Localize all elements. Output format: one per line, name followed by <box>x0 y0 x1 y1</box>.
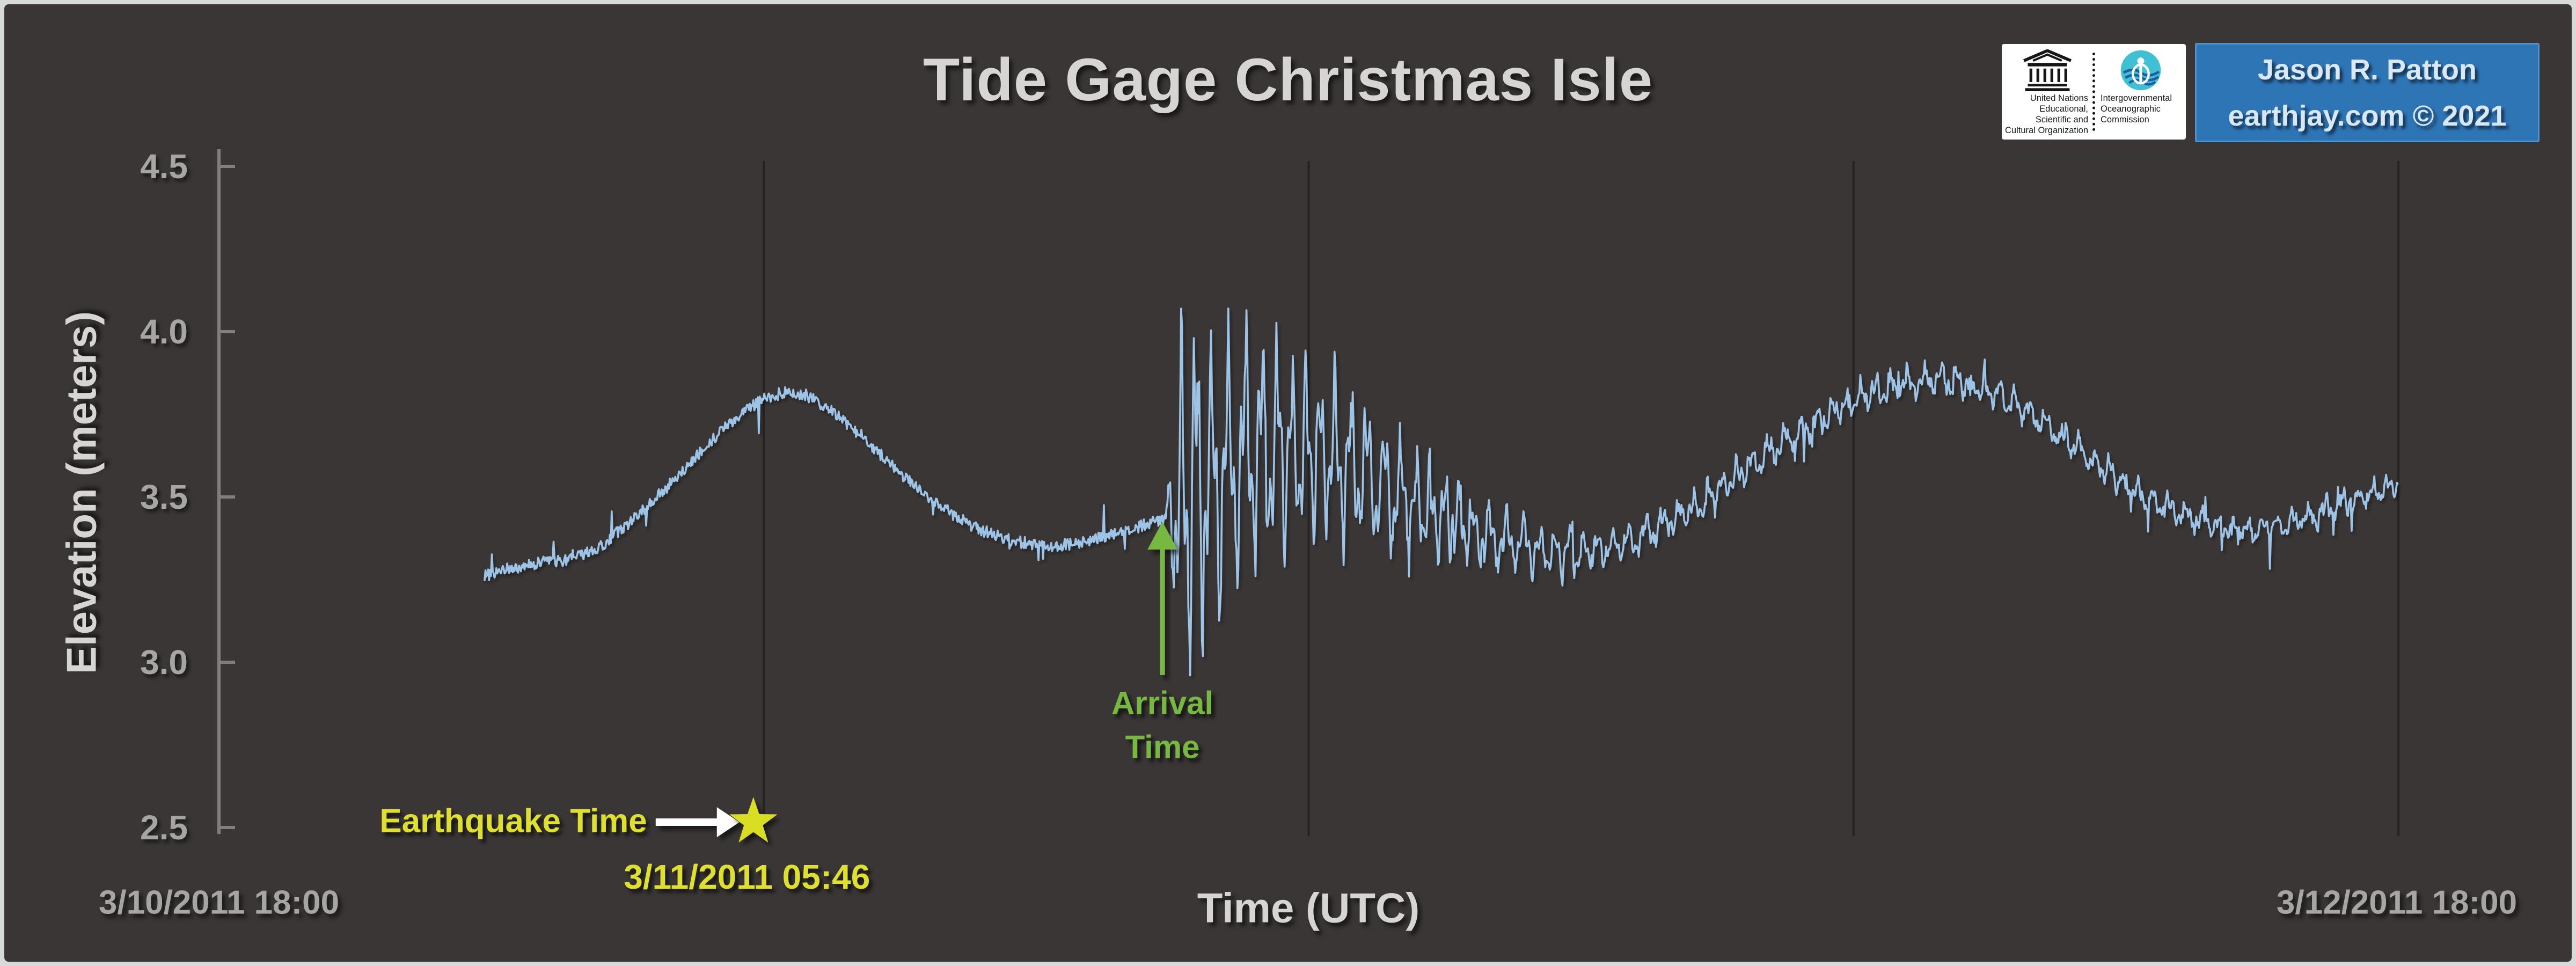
arrival-time-label-line1: Arrival <box>1111 685 1214 721</box>
credit-box: Jason R. Patton earthjay.com © 2021 <box>2195 43 2540 142</box>
unesco-ioc-logo-box: United Nations Educational, Scientific a… <box>2002 44 2186 140</box>
ioc-logo-column: Intergovernmental Oceanographic Commissi… <box>2095 44 2186 140</box>
logo-divider <box>2092 53 2095 131</box>
arrival-arrow-icon <box>1147 522 1178 675</box>
unesco-temple-icon <box>2023 49 2072 91</box>
y-tick-label: 4.5 <box>140 147 188 186</box>
earthquake-arrow-icon <box>655 807 740 837</box>
unesco-logo-column: United Nations Educational, Scientific a… <box>2002 44 2092 140</box>
x-axis-end-label: 3/12/2011 18:00 <box>2276 884 2518 921</box>
earthquake-time-label: Earthquake Time <box>379 802 647 840</box>
credit-site: earthjay.com © 2021 <box>2228 99 2507 132</box>
credit-author: Jason R. Patton <box>2257 53 2477 86</box>
x-axis-title: Time (UTC) <box>1197 884 1420 932</box>
y-tick-label: 4.0 <box>140 312 188 351</box>
x-axis-start-label: 3/10/2011 18:00 <box>98 884 340 921</box>
earthquake-date-label: 3/11/2011 05:46 <box>624 858 870 896</box>
earthquake-star-icon <box>729 797 778 843</box>
arrival-time-label-line2: Time <box>1125 729 1200 765</box>
ioc-text: Intergovernmental Oceanographic Commissi… <box>2101 93 2172 125</box>
tide-series-line <box>484 308 2399 677</box>
unesco-text: United Nations Educational, Scientific a… <box>2005 93 2088 135</box>
chart-title: Tide Gage Christmas Isle <box>923 46 1653 113</box>
ioc-globe-icon <box>2120 50 2161 91</box>
y-tick-label: 3.0 <box>140 643 188 682</box>
y-tick-label: 2.5 <box>140 808 188 847</box>
y-tick-label: 3.5 <box>140 478 188 516</box>
